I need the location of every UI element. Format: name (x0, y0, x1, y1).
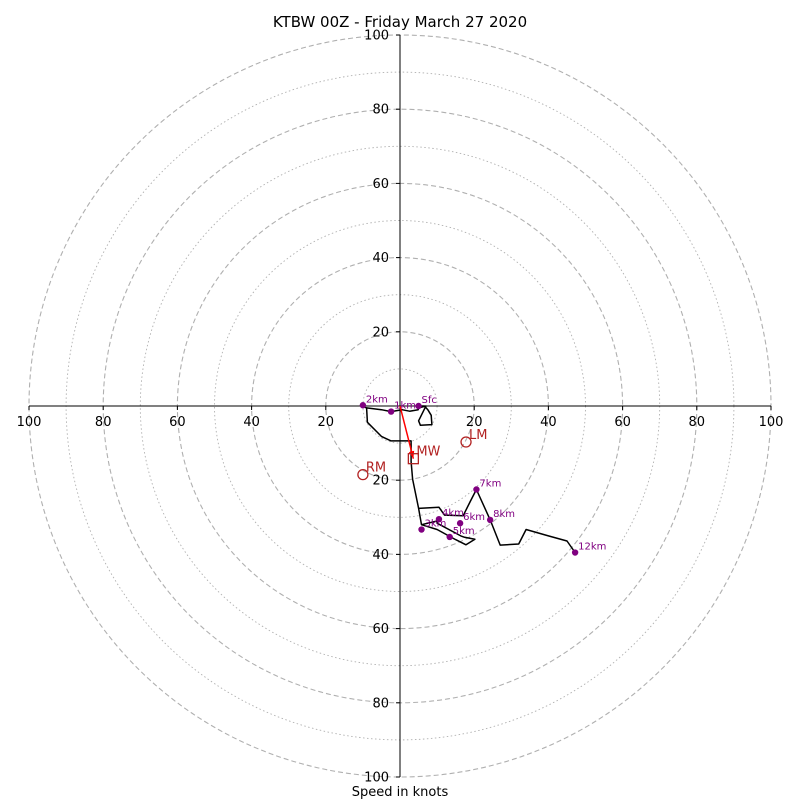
x-tick-label: 20 (466, 415, 483, 430)
y-tick-label: 60 (372, 622, 389, 637)
storm-motion-markers: RM LM MW (357, 405, 488, 481)
height-label: 5km (453, 526, 475, 537)
x-tick-label: 80 (95, 415, 112, 430)
x-tick-label: 60 (614, 415, 631, 430)
height-label: 6km (463, 512, 485, 523)
height-label: Sfc (422, 395, 437, 406)
y-tick-label: 60 (372, 177, 389, 192)
storm-motion-mw (407, 453, 420, 465)
storm-motion-label: MW (416, 445, 440, 460)
chart-title: KTBW 00Z - Friday March 27 2020 (273, 13, 527, 31)
hodograph-trace (362, 405, 576, 553)
x-tick-label: 40 (243, 415, 260, 430)
x-tick-label: 100 (17, 415, 42, 430)
x-tick-labels: 100 80 60 40 20 20 40 60 80 100 (17, 406, 784, 430)
height-marker-7km (473, 486, 480, 493)
height-marker-3km (418, 526, 425, 533)
y-tick-label: 80 (372, 696, 389, 711)
y-tick-label: 100 (364, 29, 389, 44)
height-label: 8km (493, 509, 515, 520)
storm-motion-label: RM (366, 461, 386, 476)
height-label: 3km (425, 519, 447, 530)
mean-wind-arrowhead (408, 450, 415, 459)
x-tick-label: 80 (689, 415, 706, 430)
height-marker-sfc (415, 402, 422, 410)
x-axis-label: Speed in knots (352, 785, 449, 800)
y-tick-label: 20 (372, 474, 389, 489)
height-marker-2km (359, 402, 367, 409)
storm-motion-lm (460, 436, 472, 448)
height-marker-8km (486, 516, 494, 524)
height-marker-4km (435, 515, 443, 523)
y-tick-label: 100 (364, 771, 389, 786)
height-marker-1km (387, 408, 395, 415)
y-tick-label: 20 (372, 325, 389, 340)
storm-motion-rm (357, 468, 369, 481)
height-marker-6km (456, 520, 464, 527)
height-label: 7km (479, 478, 501, 489)
y-tick-label: 40 (372, 251, 389, 266)
mean-wind-vector (399, 405, 415, 459)
x-tick-label: 60 (169, 415, 186, 430)
wind-profile-line (362, 405, 576, 553)
height-marker-12km (571, 549, 579, 556)
y-tick-label: 40 (372, 548, 389, 563)
y-tick-labels: 100 80 60 40 20 20 40 60 80 100 (364, 29, 400, 786)
height-label: 4km (442, 508, 464, 519)
height-marker-5km (446, 533, 453, 541)
x-tick-label: 100 (759, 415, 784, 430)
height-label: 12km (578, 542, 606, 553)
storm-motion-label: LM (469, 428, 487, 443)
x-tick-label: 40 (540, 415, 557, 430)
x-tick-label: 20 (318, 415, 335, 430)
height-label: 2km (366, 394, 388, 405)
y-tick-label: 80 (372, 103, 389, 118)
height-label: 1km (394, 401, 416, 412)
